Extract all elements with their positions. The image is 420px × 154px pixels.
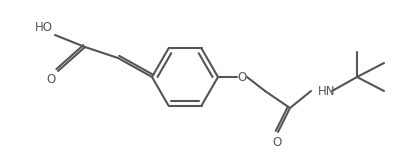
Text: HN: HN	[318, 85, 336, 97]
Text: HO: HO	[35, 21, 53, 34]
Text: O: O	[237, 71, 247, 83]
Text: O: O	[47, 73, 56, 86]
Text: O: O	[273, 136, 282, 149]
